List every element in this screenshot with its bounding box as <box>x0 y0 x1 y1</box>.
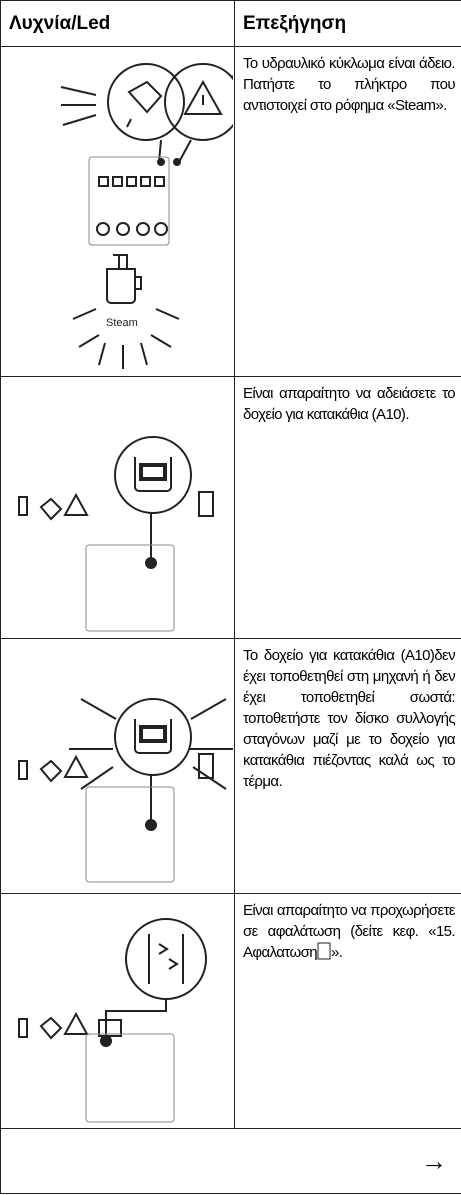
illustration: Steam <box>60 63 233 369</box>
footer-row: → <box>0 1128 461 1194</box>
header-cell: Επεξήγηση <box>234 0 461 47</box>
description-text: ». <box>330 944 343 961</box>
illustration-cell <box>0 893 235 1129</box>
illustration <box>18 698 233 883</box>
header-cell: Λυχνία/Led <box>0 0 235 47</box>
descaling-icon <box>317 942 331 960</box>
illustration-cell <box>0 638 235 894</box>
illustration-cell: Steam <box>0 46 235 377</box>
illustration <box>18 918 207 1123</box>
row: Είναι απαραίτητο να προχωρήσετε σε αφαλά… <box>0 893 461 1129</box>
steam-label: Steam <box>106 317 138 329</box>
description-cell: Είναι απαραίτητο να προχωρήσετε σε αφαλά… <box>234 893 461 1129</box>
illustration-cell <box>0 376 235 639</box>
description: Είναι απαραίτητο να προχωρήσετε σε αφαλά… <box>235 894 461 963</box>
row: Το δοχείο για κατακάθια (A10)δεν έχει το… <box>0 638 461 894</box>
description: Το υδραυλικό κύκλωμα είναι άδειο. Πατήστ… <box>243 55 456 114</box>
description-cell: Το δοχείο για κατακάθια (A10)δεν έχει το… <box>234 638 461 894</box>
row: Steam Το υδραυλικό κύκλωμα είναι άδειο. … <box>0 46 461 377</box>
header-row: Λυχνία/Led Επεξήγηση <box>0 0 461 47</box>
description: Το δοχείο για κατακάθια (A10)δεν έχει το… <box>243 647 456 790</box>
description-cell: Το υδραυλικό κύκλωμα είναι άδειο. Πατήστ… <box>234 46 461 377</box>
row: Είναι απαραίτητο να αδειάσετε το δοχείο … <box>0 376 461 639</box>
illustration <box>18 436 214 632</box>
next-arrow: → <box>421 1145 447 1176</box>
footer-cell: → <box>0 1128 461 1194</box>
description-text: Είναι απαραίτητο να προχωρήσετε σε αφαλά… <box>243 902 456 961</box>
description-cell: Είναι απαραίτητο να αδειάσετε το δοχείο … <box>234 376 461 639</box>
description: Είναι απαραίτητο να αδειάσετε το δοχείο … <box>243 385 456 423</box>
